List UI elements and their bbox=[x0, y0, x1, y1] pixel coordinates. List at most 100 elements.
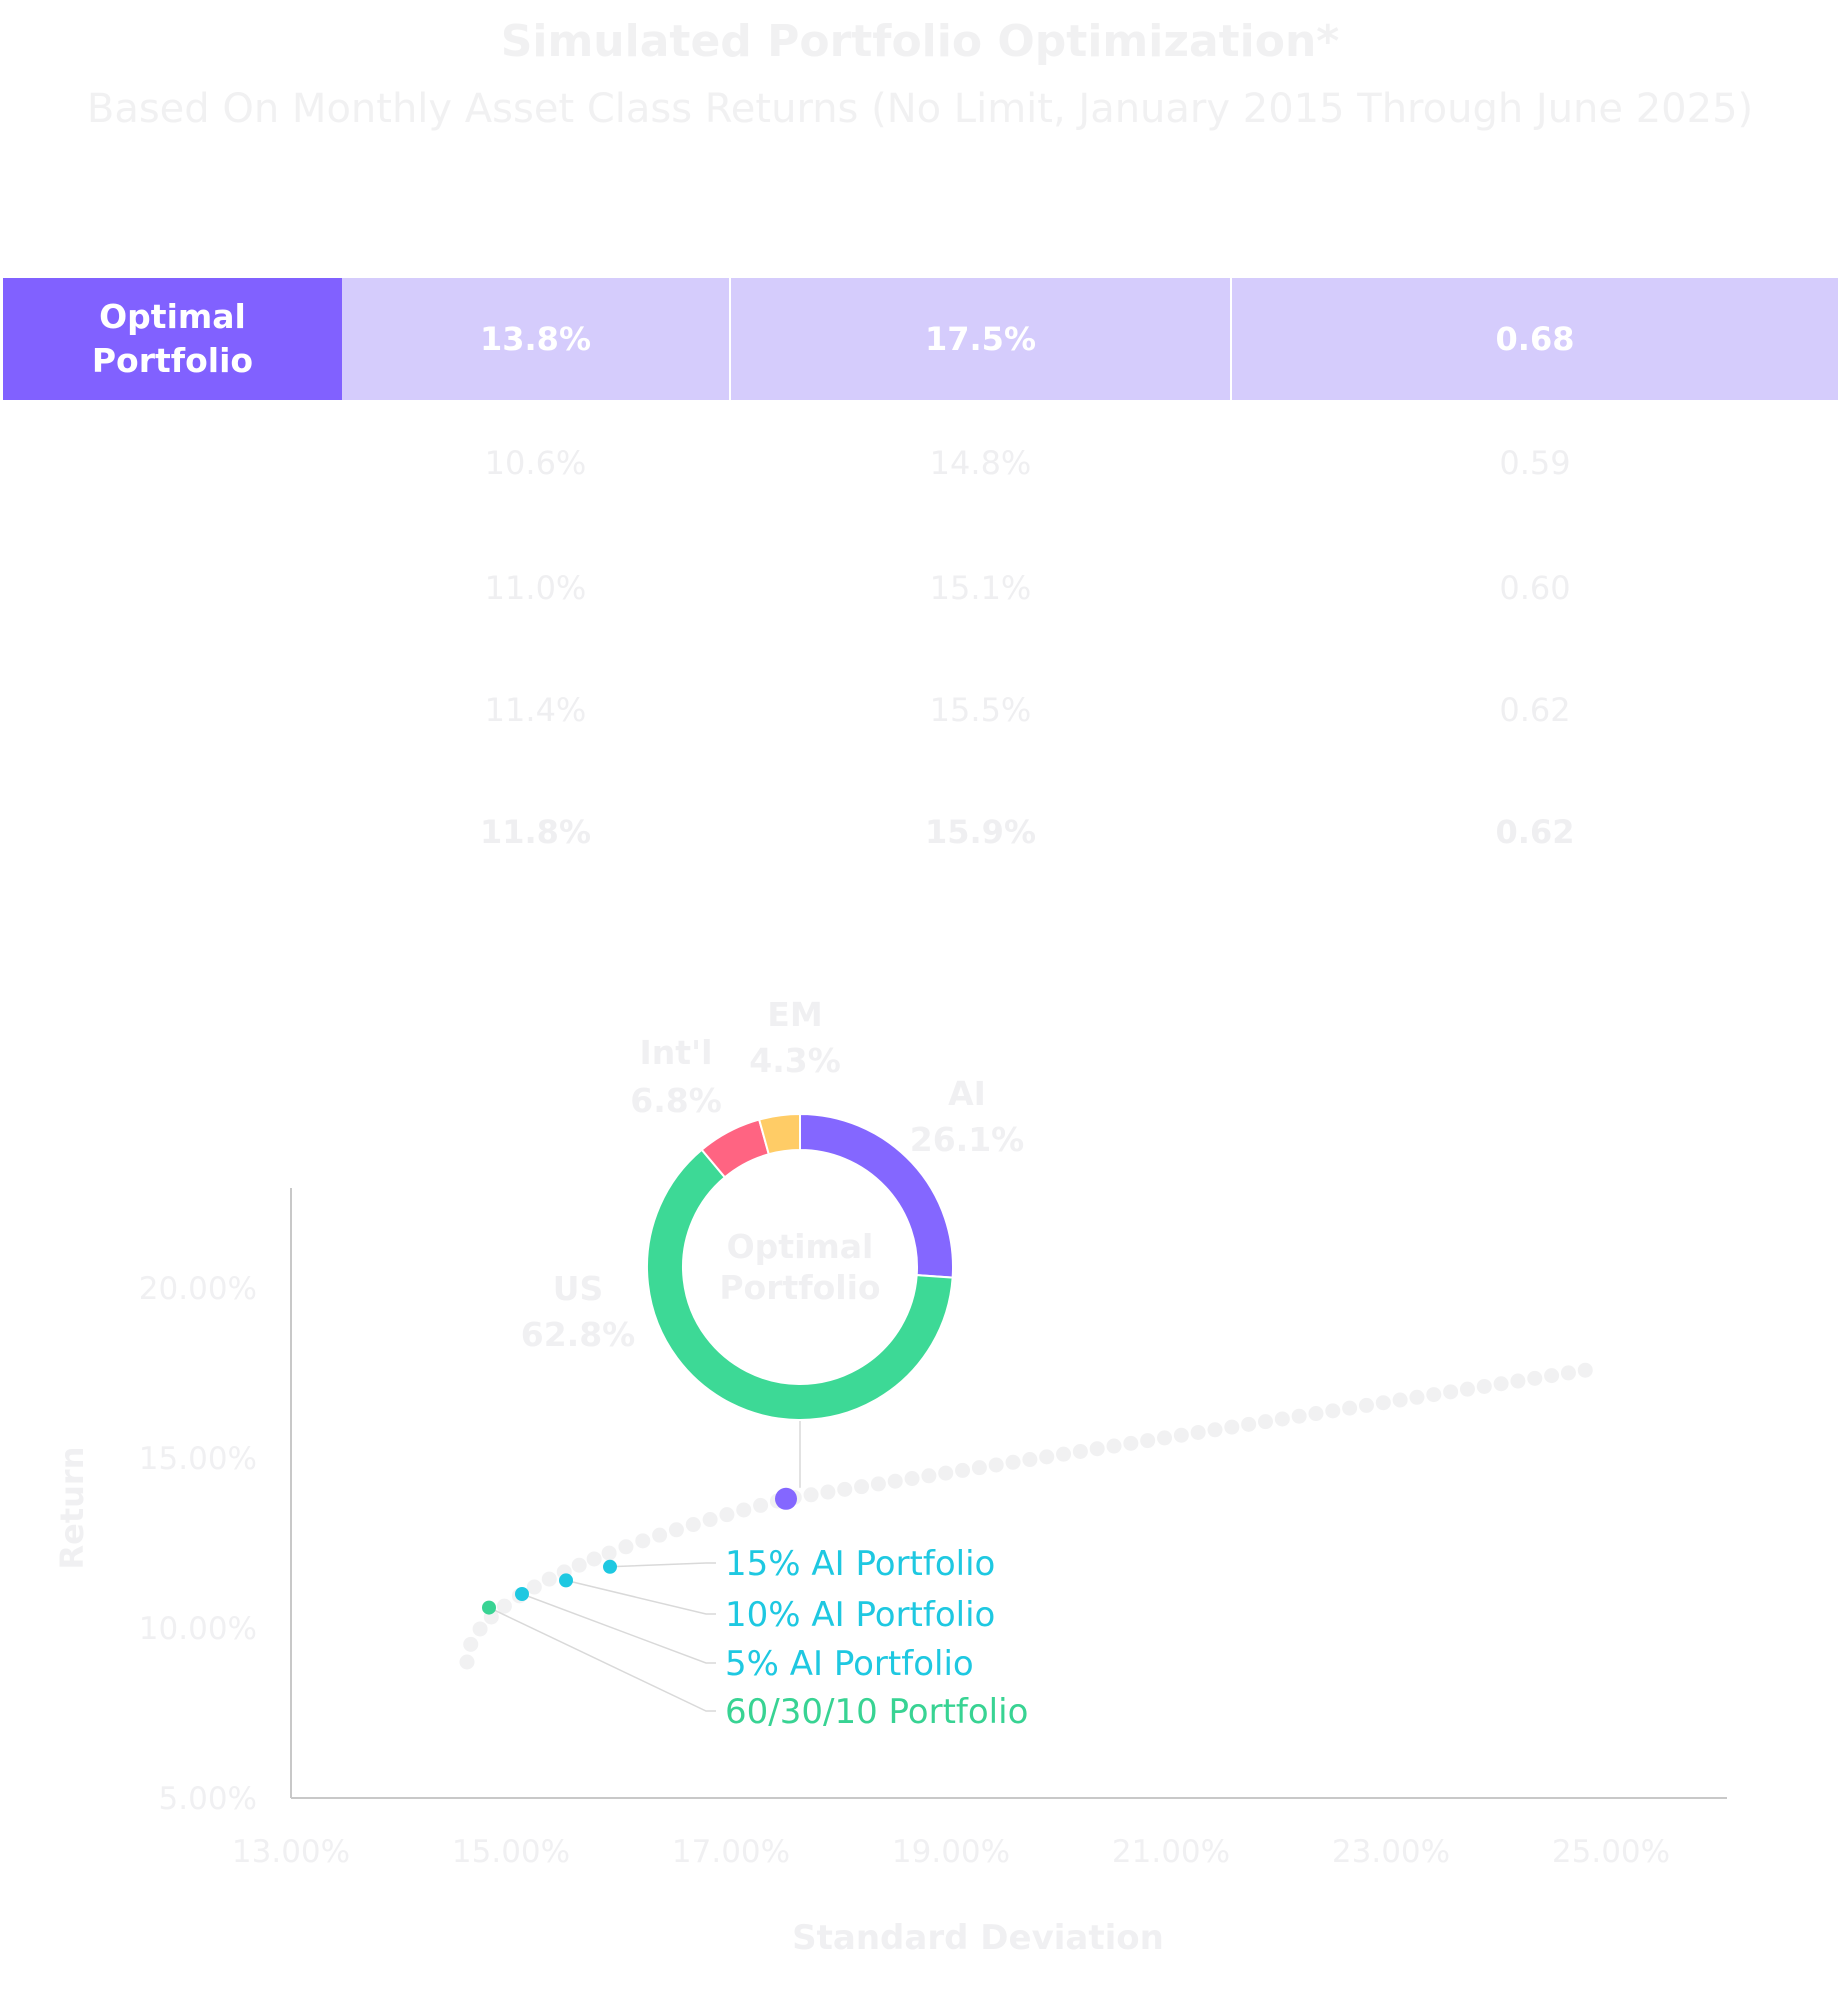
row-sd: 15.5% bbox=[929, 691, 1032, 729]
x-tick-label: 25.00% bbox=[1552, 1834, 1670, 1870]
y-tick-label: 5.00% bbox=[159, 1781, 257, 1817]
portfolio-point bbox=[482, 1600, 496, 1615]
frontier-point bbox=[1577, 1362, 1593, 1378]
frontier-point bbox=[904, 1471, 920, 1487]
row-return: 11.8% bbox=[479, 813, 591, 851]
frontier-point bbox=[1022, 1452, 1038, 1468]
frontier-point bbox=[526, 1579, 542, 1595]
y-tick-label: 10.00% bbox=[139, 1611, 257, 1647]
frontier-point bbox=[1342, 1400, 1358, 1416]
frontier-point bbox=[1443, 1384, 1459, 1400]
frontier-point bbox=[1493, 1376, 1509, 1392]
x-tick-label: 13.00% bbox=[232, 1834, 350, 1870]
row-return: 11.0% bbox=[484, 569, 587, 607]
frontier-point bbox=[854, 1479, 870, 1495]
y-tick-label: 15.00% bbox=[139, 1441, 257, 1477]
frontier-point bbox=[1459, 1381, 1475, 1397]
slice-name-label: AI bbox=[948, 1074, 986, 1113]
optimal-return-cell: 13.8% bbox=[342, 278, 729, 400]
y-axis-label: Return bbox=[53, 1447, 91, 1570]
frontier-point bbox=[635, 1533, 651, 1549]
frontier-point bbox=[1173, 1427, 1189, 1443]
x-tick-label: 15.00% bbox=[452, 1834, 570, 1870]
frontier-point bbox=[668, 1522, 684, 1538]
frontier-point bbox=[719, 1507, 735, 1523]
frontier-point bbox=[1056, 1446, 1072, 1462]
row-ratio: 0.59 bbox=[1499, 444, 1571, 482]
frontier-point bbox=[496, 1598, 512, 1614]
optimal-return: 13.8% bbox=[479, 320, 591, 358]
frontier-point bbox=[1325, 1403, 1341, 1419]
frontier-point bbox=[1560, 1365, 1576, 1381]
frontier-point bbox=[870, 1476, 886, 1492]
slice-name-label: EM bbox=[767, 995, 822, 1034]
frontier-point bbox=[685, 1517, 701, 1533]
frontier-point bbox=[1072, 1443, 1088, 1459]
frontier-point bbox=[1106, 1438, 1122, 1454]
portfolio-label: 5% AI Portfolio bbox=[725, 1644, 974, 1684]
frontier-point bbox=[1527, 1370, 1543, 1386]
optimal-sd: 17.5% bbox=[924, 320, 1036, 358]
frontier-point bbox=[1358, 1397, 1374, 1413]
frontier-point bbox=[472, 1621, 488, 1637]
frontier-point bbox=[1392, 1392, 1408, 1408]
frontier-point bbox=[1005, 1454, 1021, 1470]
portfolio-label: 60/30/10 Portfolio bbox=[725, 1692, 1028, 1732]
optimal-sd-cell: 17.5% bbox=[731, 278, 1230, 400]
x-tick-label: 17.00% bbox=[672, 1834, 790, 1870]
frontier-point bbox=[571, 1557, 587, 1573]
frontier-point bbox=[1476, 1378, 1492, 1394]
frontier-point bbox=[921, 1468, 937, 1484]
frontier-point bbox=[463, 1636, 479, 1652]
x-tick-label: 19.00% bbox=[892, 1834, 1010, 1870]
portfolio-label: 15% AI Portfolio bbox=[725, 1544, 995, 1584]
portfolio-label: 10% AI Portfolio bbox=[725, 1595, 995, 1635]
optimal-label-line2: Portfolio bbox=[91, 341, 254, 380]
donut-slice bbox=[646, 1148, 954, 1421]
frontier-point bbox=[1039, 1449, 1055, 1465]
donut-slice bbox=[757, 1112, 801, 1156]
optimal-ratio-cell: 0.68 bbox=[1232, 278, 1838, 400]
chart-title: Simulated Portfolio Optimization* bbox=[500, 16, 1340, 67]
frontier-point bbox=[988, 1457, 1004, 1473]
chart-subtitle: Based On Monthly Asset Class Returns (No… bbox=[86, 86, 1754, 132]
axis-ticks: 13.00% 15.00% 17.00% 19.00% 21.00% 23.00% 25.0… bbox=[139, 1271, 1670, 1870]
slice-name-label: US bbox=[553, 1269, 604, 1308]
optimal-portfolio-point bbox=[775, 1487, 797, 1510]
x-axis-label: Standard Deviation bbox=[792, 1918, 1164, 1958]
frontier-point bbox=[1157, 1430, 1173, 1446]
frontier-point bbox=[541, 1571, 557, 1587]
slice-value-label: 6.8% bbox=[630, 1081, 722, 1120]
frontier-point bbox=[652, 1527, 668, 1543]
frontier-point bbox=[837, 1481, 853, 1497]
frontier-point bbox=[1426, 1387, 1442, 1403]
row-ratio: 0.62 bbox=[1495, 813, 1575, 851]
frontier-point bbox=[1207, 1422, 1223, 1438]
frontier-point bbox=[1123, 1435, 1139, 1451]
frontier-point bbox=[1140, 1433, 1156, 1449]
frontier-point bbox=[1291, 1408, 1307, 1424]
leader-lines bbox=[488, 1562, 716, 1712]
frontier-point bbox=[459, 1654, 475, 1670]
frontier-point bbox=[887, 1473, 903, 1489]
optimal-label-line1: Optimal bbox=[99, 297, 246, 336]
leader-line bbox=[521, 1593, 716, 1664]
frontier-point bbox=[586, 1551, 602, 1567]
row-ratio: 0.62 bbox=[1499, 691, 1571, 729]
frontier-point bbox=[1375, 1395, 1391, 1411]
slice-value-label: 26.1% bbox=[910, 1120, 1025, 1159]
optimal-ratio: 0.68 bbox=[1495, 320, 1575, 358]
row-sd: 14.8% bbox=[929, 444, 1032, 482]
frontier-point bbox=[1544, 1368, 1560, 1384]
frontier-point bbox=[955, 1462, 971, 1478]
frontier-point bbox=[1510, 1373, 1526, 1389]
frontier-point bbox=[702, 1512, 718, 1528]
row-sd: 15.1% bbox=[929, 569, 1032, 607]
frontier-point bbox=[803, 1487, 819, 1503]
frontier-point bbox=[1274, 1411, 1290, 1427]
frontier-point bbox=[971, 1460, 987, 1476]
leader-line bbox=[488, 1606, 716, 1712]
frontier-point bbox=[1257, 1414, 1273, 1430]
row-ratio: 0.60 bbox=[1499, 569, 1571, 607]
